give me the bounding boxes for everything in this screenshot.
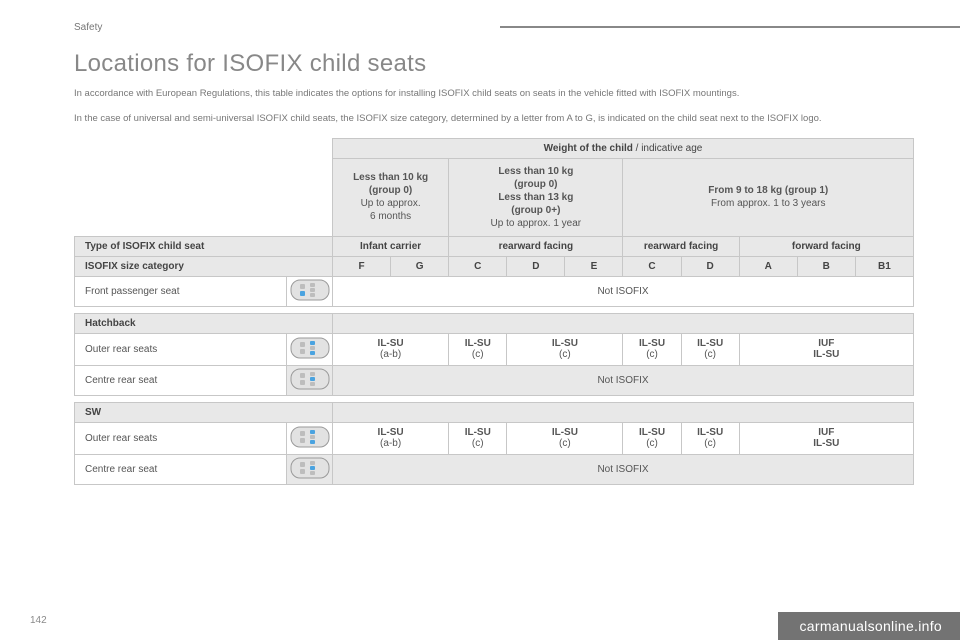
size-B: B [797, 256, 855, 276]
weight-header-suffix: / indicative age [633, 143, 703, 154]
car-icon-front [287, 276, 333, 306]
intro-paragraph-2: In the case of universal and semi-univer… [74, 113, 894, 126]
size-B1: B1 [855, 256, 913, 276]
isofix-table-sw: SW Outer rear seats IL-SU(a-b) IL-SU(c) … [74, 402, 914, 485]
page-number: 142 [30, 615, 47, 626]
type-val-3: forward facing [739, 236, 913, 256]
sw-centre-label: Centre rear seat [75, 454, 287, 484]
page-title: Locations for ISOFIX child seats [74, 50, 914, 78]
sw-v1: IL-SU(c) [449, 422, 507, 454]
car-icon-sw-centre [287, 454, 333, 484]
sw-centre-not-isofix: Not ISOFIX [333, 454, 914, 484]
isofix-table-hatchback: Hatchback Outer rear seats IL-SU(a-b) IL… [74, 313, 914, 396]
hb-outer-label: Outer rear seats [75, 333, 287, 365]
hatchback-label: Hatchback [75, 313, 333, 333]
size-E: E [565, 256, 623, 276]
sw-v4: IL-SU(c) [681, 422, 739, 454]
sw-outer-label: Outer rear seats [75, 422, 287, 454]
weight-header-bold: Weight of the child [544, 143, 633, 154]
sw-label: SW [75, 402, 333, 422]
type-val-0: Infant carrier [333, 236, 449, 256]
weight-group-2: Less than 10 kg (group 0) Less than 13 k… [449, 158, 623, 236]
page-content: Locations for ISOFIX child seats In acco… [74, 50, 914, 485]
car-icon-hb-outer [287, 333, 333, 365]
isofix-table-main: Weight of the child / indicative age Les… [74, 138, 914, 307]
front-passenger-label: Front passenger seat [75, 276, 287, 306]
car-icon-sw-outer [287, 422, 333, 454]
size-D1: D [507, 256, 565, 276]
size-F: F [333, 256, 391, 276]
hb-v4: IL-SU(c) [681, 333, 739, 365]
sw-v0: IL-SU(a-b) [333, 422, 449, 454]
intro-paragraph-1: In accordance with European Regulations,… [74, 88, 894, 101]
size-C2: C [623, 256, 681, 276]
hatchback-header-blank [333, 313, 914, 333]
hb-v0: IL-SU(a-b) [333, 333, 449, 365]
type-row-label: Type of ISOFIX child seat [75, 236, 333, 256]
hb-v1: IL-SU(c) [449, 333, 507, 365]
hb-v2: IL-SU(c) [507, 333, 623, 365]
header-rule [500, 26, 960, 28]
type-val-1: rearward facing [449, 236, 623, 256]
hb-centre-not-isofix: Not ISOFIX [333, 365, 914, 395]
front-not-isofix: Not ISOFIX [333, 276, 914, 306]
hb-v3: IL-SU(c) [623, 333, 681, 365]
size-G: G [391, 256, 449, 276]
size-A: A [739, 256, 797, 276]
car-icon-hb-centre [287, 365, 333, 395]
sw-v2: IL-SU(c) [507, 422, 623, 454]
weight-header: Weight of the child / indicative age [333, 138, 914, 158]
size-D2: D [681, 256, 739, 276]
weight-group-1: Less than 10 kg (group 0) Up to approx. … [333, 158, 449, 236]
hb-v5: IUFIL-SU [739, 333, 913, 365]
sw-header-blank [333, 402, 914, 422]
size-row-label: ISOFIX size category [75, 256, 333, 276]
type-val-2: rearward facing [623, 236, 739, 256]
size-C1: C [449, 256, 507, 276]
section-label: Safety [74, 22, 102, 33]
hb-centre-label: Centre rear seat [75, 365, 287, 395]
footer-brand: carmanualsonline.info [778, 612, 960, 640]
sw-v5: IUFIL-SU [739, 422, 913, 454]
sw-v3: IL-SU(c) [623, 422, 681, 454]
weight-group-3: From 9 to 18 kg (group 1) From approx. 1… [623, 158, 914, 236]
